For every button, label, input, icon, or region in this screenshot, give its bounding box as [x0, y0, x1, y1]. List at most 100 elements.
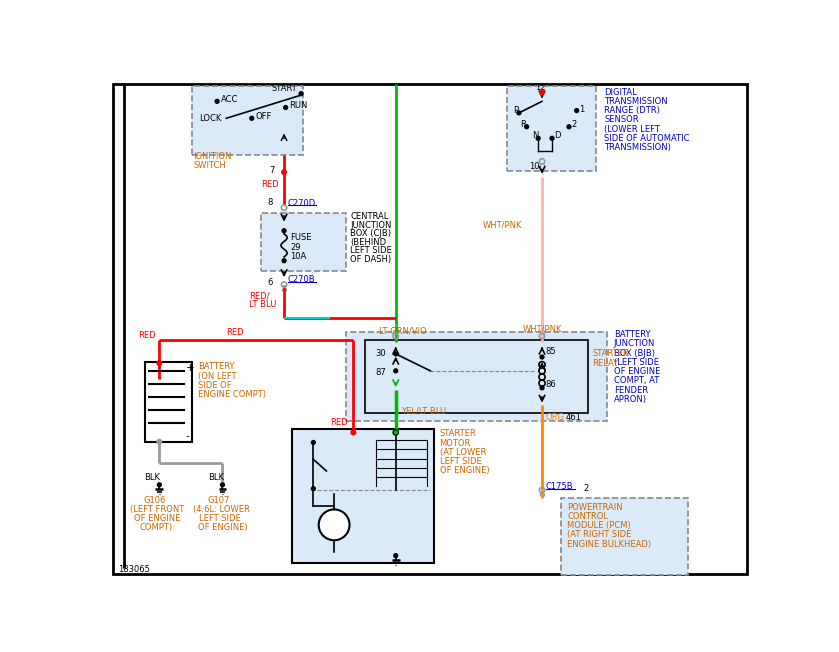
Text: (4.6L: LOWER: (4.6L: LOWER: [193, 505, 250, 514]
Text: RANGE (DTR): RANGE (DTR): [604, 106, 660, 115]
Text: SIDE OF AUTOMATIC: SIDE OF AUTOMATIC: [604, 134, 690, 143]
Circle shape: [311, 441, 315, 445]
Text: N: N: [532, 132, 539, 140]
Circle shape: [157, 361, 162, 366]
Text: C270D: C270D: [288, 200, 316, 208]
Circle shape: [311, 487, 315, 490]
Text: (AT LOWER: (AT LOWER: [440, 448, 486, 457]
Text: RELAY: RELAY: [592, 359, 618, 368]
Text: TRANSMISSION): TRANSMISSION): [604, 143, 671, 152]
Text: BATTERY: BATTERY: [198, 363, 234, 372]
Circle shape: [393, 430, 399, 435]
Text: DIGITAL: DIGITAL: [604, 87, 637, 96]
Text: ACC: ACC: [221, 95, 238, 104]
Text: 10A: 10A: [290, 252, 306, 261]
Text: OF DASH): OF DASH): [351, 255, 392, 263]
Text: (LEFT SIDE: (LEFT SIDE: [613, 358, 659, 367]
Circle shape: [517, 111, 521, 115]
Text: SIDE OF: SIDE OF: [198, 381, 232, 390]
Text: START: START: [271, 83, 297, 93]
Circle shape: [575, 109, 579, 113]
Circle shape: [393, 554, 398, 557]
Text: WHT/PNK: WHT/PNK: [482, 220, 522, 229]
Text: (AT RIGHT SIDE: (AT RIGHT SIDE: [567, 530, 632, 539]
Circle shape: [282, 259, 286, 263]
Text: CONTROL: CONTROL: [567, 512, 608, 521]
Text: 6: 6: [267, 278, 273, 287]
Text: STARTER: STARTER: [592, 349, 628, 359]
Bar: [508, 86, 596, 171]
Text: D: D: [555, 132, 560, 140]
Text: 10: 10: [529, 162, 539, 171]
Text: LT GRN/VIO: LT GRN/VIO: [378, 326, 426, 335]
Text: (LEFT FRONT: (LEFT FRONT: [130, 505, 185, 514]
Text: +: +: [185, 363, 194, 373]
Text: IGNITION: IGNITION: [193, 153, 232, 161]
Text: COMPT, AT: COMPT, AT: [613, 376, 659, 385]
Text: YEL/LT BLU: YEL/LT BLU: [401, 406, 446, 415]
Text: SWITCH: SWITCH: [193, 161, 226, 170]
Text: OF ENGINE: OF ENGINE: [613, 367, 660, 376]
Text: 29: 29: [290, 243, 300, 252]
Text: RED: RED: [227, 328, 244, 337]
Text: (ON LEFT: (ON LEFT: [198, 372, 237, 381]
Bar: [561, 498, 688, 575]
Text: OF ENGINE: OF ENGINE: [134, 514, 180, 523]
Bar: [365, 340, 588, 413]
Text: OFF: OFF: [256, 112, 272, 121]
Text: M: M: [329, 518, 340, 531]
Circle shape: [536, 136, 540, 140]
Circle shape: [299, 92, 303, 96]
Text: C175B: C175B: [546, 482, 574, 491]
Text: LOCK: LOCK: [200, 114, 221, 123]
Text: STARTER: STARTER: [440, 430, 477, 439]
Circle shape: [319, 509, 350, 541]
Text: ORG: ORG: [546, 413, 565, 422]
Text: (BEHIND: (BEHIND: [351, 238, 387, 246]
Bar: [292, 428, 435, 563]
Text: LEFT SIDE: LEFT SIDE: [351, 246, 392, 255]
Circle shape: [540, 386, 544, 390]
Text: -: -: [185, 431, 190, 441]
Bar: [261, 213, 346, 271]
Circle shape: [393, 369, 398, 373]
Circle shape: [221, 483, 224, 487]
Bar: [191, 86, 304, 155]
Text: 2: 2: [571, 120, 576, 129]
Circle shape: [284, 106, 288, 110]
Text: MOTOR: MOTOR: [440, 439, 471, 448]
Text: RED: RED: [138, 331, 155, 340]
Text: RED: RED: [261, 180, 279, 189]
Text: G107: G107: [207, 496, 229, 505]
Circle shape: [393, 352, 398, 356]
Text: 461: 461: [565, 413, 581, 422]
Text: G106: G106: [144, 496, 166, 505]
Circle shape: [215, 99, 219, 103]
Bar: [145, 362, 191, 443]
Text: SENSOR: SENSOR: [604, 115, 639, 125]
Text: JUNCTION: JUNCTION: [613, 340, 655, 348]
Text: FENDER: FENDER: [613, 385, 648, 394]
Text: POWERTRAIN: POWERTRAIN: [567, 503, 623, 512]
Bar: [346, 333, 607, 421]
Text: MODULE (PCM): MODULE (PCM): [567, 521, 631, 530]
Text: CENTRAL: CENTRAL: [351, 213, 388, 221]
Text: ENGINE COMPT): ENGINE COMPT): [198, 390, 266, 399]
Text: R: R: [520, 120, 526, 129]
Circle shape: [351, 430, 356, 435]
Text: RUN: RUN: [289, 102, 308, 110]
Text: C270B: C270B: [288, 276, 315, 284]
Text: JUNCTION: JUNCTION: [351, 221, 392, 230]
Circle shape: [540, 355, 544, 359]
Text: BATTERY: BATTERY: [613, 330, 650, 339]
Text: BOX (CJB): BOX (CJB): [351, 230, 391, 238]
Text: 86: 86: [546, 380, 556, 389]
Text: RED/: RED/: [249, 291, 270, 301]
Text: LEFT SIDE: LEFT SIDE: [440, 457, 482, 466]
Text: 85: 85: [546, 347, 556, 356]
Text: OF ENGINE): OF ENGINE): [198, 524, 248, 533]
Circle shape: [158, 483, 161, 487]
Text: TRANSMISSION: TRANSMISSION: [604, 97, 668, 106]
Text: BLK: BLK: [144, 473, 160, 482]
Text: LT BLU: LT BLU: [249, 300, 277, 309]
